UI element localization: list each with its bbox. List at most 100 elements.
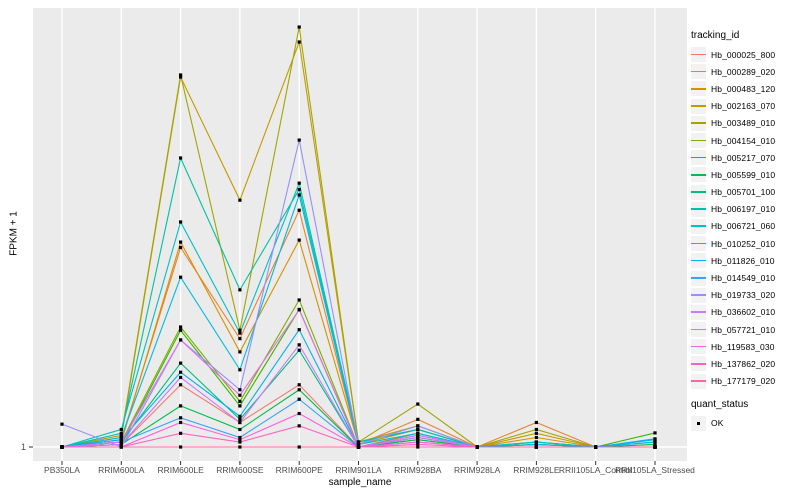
data-point (534, 445, 538, 449)
legend-line-swatch (691, 339, 706, 355)
data-point (297, 208, 301, 212)
data-point (297, 424, 301, 428)
ok-square-icon (696, 421, 701, 426)
y-tick-label: 1 (21, 442, 26, 452)
legend-item: Hb_011826_010 (691, 252, 799, 269)
series-color-line-icon (691, 87, 706, 90)
data-point (179, 275, 183, 279)
x-tick-label: RRIM600LE (157, 465, 204, 475)
legend-line-swatch (691, 373, 706, 389)
data-point (238, 414, 242, 418)
legend-item-label: Hb_177179_020 (711, 376, 776, 387)
legend-item-label: Hb_003489_010 (711, 118, 776, 129)
data-point (179, 361, 183, 365)
legend-item-label: Hb_011826_010 (711, 255, 775, 266)
data-point (416, 438, 420, 442)
x-tick-label: RRIM928LA (454, 465, 501, 475)
data-point (119, 427, 123, 432)
data-point (297, 193, 301, 197)
data-point (297, 445, 301, 449)
data-point (238, 399, 242, 403)
data-point (416, 435, 420, 440)
legend-item-label: Hb_005217_070 (711, 152, 776, 163)
series-color-line-icon (691, 156, 706, 159)
data-point (179, 338, 183, 342)
data-point (238, 440, 242, 444)
data-point (179, 445, 183, 449)
series-color-line-icon (691, 208, 706, 210)
data-point (238, 435, 242, 440)
legend-item: Hb_002163_070 (691, 98, 799, 115)
data-point (238, 420, 242, 425)
data-point (416, 424, 420, 428)
series-color-line-icon (691, 345, 706, 348)
legend-item: Hb_004154_010 (691, 132, 799, 149)
data-point (179, 328, 183, 332)
data-point (119, 435, 123, 440)
legend-item: Hb_000025_800 (691, 46, 799, 63)
series-color-line-icon (691, 225, 706, 228)
data-point (238, 427, 242, 432)
x-tick-label: RRIM600SE (216, 465, 264, 475)
data-point (179, 431, 183, 435)
legend-line-swatch (691, 253, 706, 269)
x-axis-title: sample_name (328, 477, 392, 488)
data-point (653, 437, 657, 441)
data-point (297, 181, 301, 185)
data-point (179, 73, 183, 77)
legend-item: Hb_005599_010 (691, 166, 799, 183)
data-point (179, 245, 183, 250)
series-color-line-icon (691, 328, 706, 331)
data-point (179, 75, 183, 79)
legend-line-swatch (691, 81, 706, 97)
x-tick-label: PB350LA (44, 465, 80, 475)
legend-item-label: Hb_019733_020 (711, 290, 776, 301)
data-point (179, 375, 183, 380)
data-point (119, 445, 123, 449)
data-point (238, 337, 242, 341)
series-color-line-icon (691, 277, 706, 279)
data-point (238, 198, 242, 202)
data-point (238, 417, 242, 421)
legend-item-label: Hb_000289_020 (711, 66, 776, 77)
legend-item-label: Hb_005599_010 (711, 169, 776, 180)
data-point (179, 416, 183, 420)
x-tick-label: RRIM928LE (513, 465, 560, 475)
data-point (416, 445, 420, 449)
data-point (238, 404, 242, 408)
data-point (60, 422, 64, 426)
data-point (179, 156, 183, 160)
legend-item: Hb_006197_010 (691, 201, 799, 218)
legend-items-quant-status: OK (691, 415, 799, 432)
data-point (416, 431, 420, 435)
data-point (356, 442, 361, 447)
legend-line-swatch (691, 64, 706, 80)
x-tick-label: RRII105LA_Stressed (615, 465, 695, 475)
data-point (179, 240, 183, 244)
x-tick-label: RRIM928BA (394, 465, 442, 475)
data-point (238, 438, 242, 442)
data-point (653, 442, 657, 447)
series-color-line-icon (691, 294, 706, 296)
legend: tracking_id Hb_000025_800 Hb_000289_020 Hb… (691, 30, 799, 432)
data-point (416, 442, 420, 447)
legend-item-label: Hb_000025_800 (711, 49, 776, 60)
legend-line-swatch (691, 133, 706, 149)
legend-item: Hb_036602_010 (691, 304, 799, 321)
data-point (119, 438, 123, 442)
data-point (238, 288, 242, 292)
legend-title-quant-status: quant_status (691, 398, 749, 410)
data-point (416, 402, 420, 406)
legend-item: Hb_137862_020 (691, 355, 799, 372)
data-point (297, 348, 301, 352)
data-point (179, 420, 183, 425)
data-point (416, 417, 420, 421)
data-point (297, 308, 301, 312)
legend-item-label: Hb_137862_020 (711, 358, 776, 369)
data-point (119, 433, 123, 437)
data-point (179, 404, 183, 408)
series-color-line-icon (691, 259, 706, 262)
data-point (238, 331, 242, 335)
series-color-line-icon (691, 173, 706, 176)
data-point (238, 328, 242, 332)
